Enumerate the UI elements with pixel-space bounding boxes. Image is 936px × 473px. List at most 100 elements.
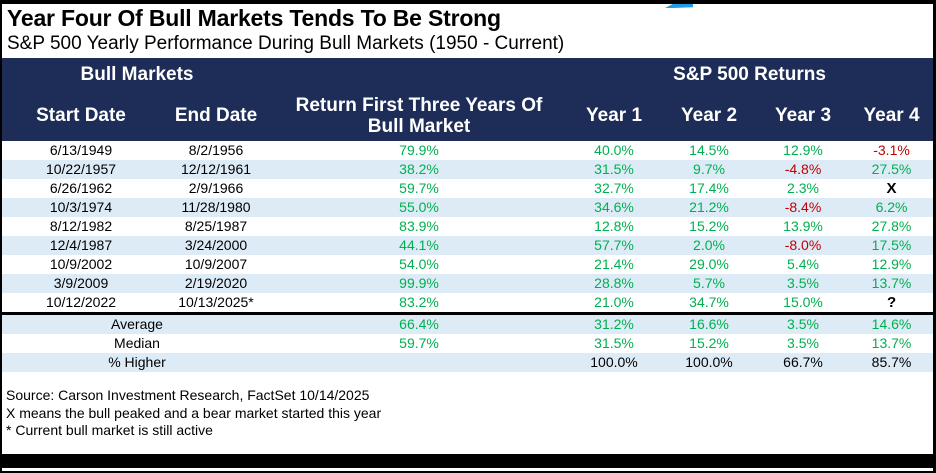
table-row: 10/3/1974 11/28/1980 55.0% 34.6% 21.2% -8.4% 6… [2, 198, 933, 217]
table-cell: 8/25/1987 [184, 218, 248, 234]
group-header-bull-markets: Bull Markets [2, 58, 273, 91]
table-cell: 15.2% [689, 335, 729, 351]
table-cell: -4.8% [784, 161, 822, 177]
summary-label: Median [114, 335, 160, 351]
group-header-row: Bull Markets S&P 500 Returns [2, 58, 933, 91]
table-cell: 34.7% [689, 294, 729, 310]
table-cell: 8/2/1956 [188, 142, 244, 158]
summary-row: Median 59.7% 31.5% 15.2% 3.5% 13.7% [2, 334, 933, 353]
table-cell: 27.8% [871, 218, 912, 234]
col-header-year-2: Year 2 [662, 91, 757, 141]
table-row: 6/26/1962 2/9/1966 59.7% 32.7% 17.4% 2.3% X [2, 179, 933, 198]
table-cell: 38.2% [399, 161, 439, 177]
col-header-start-date: Start Date [2, 91, 160, 141]
table-cell: 6.2% [875, 199, 908, 215]
table-cell: 100.0% [590, 354, 638, 370]
table-row: 6/13/1949 8/2/1956 79.9% 40.0% 14.5% 12.9% -3.… [2, 141, 933, 160]
table-cell: 66.4% [272, 312, 567, 334]
table-row: 10/12/2022 10/13/2025* 83.2% 21.0% 34.7% 15.0… [2, 293, 933, 314]
table-row: 8/12/1982 8/25/1987 83.9% 12.8% 15.2% 13.9% 27… [2, 217, 933, 236]
table-cell: 2.0% [693, 237, 725, 253]
table-cell: 2/9/1966 [188, 180, 244, 196]
table-cell: 3/9/2009 [53, 275, 109, 291]
table-row: 10/9/2002 10/9/2007 54.0% 21.4% 29.0% 5.4% 12.… [2, 255, 933, 274]
table-cell: 27.5% [871, 161, 912, 177]
table-cell: 17.5% [871, 237, 912, 253]
table-cell: 40.0% [594, 142, 634, 158]
table-cell: 55.0% [399, 199, 439, 215]
table-cell: 6/13/1949 [49, 142, 113, 158]
logo-triangle-icon [665, 4, 693, 8]
table-cell: 10/22/1957 [45, 161, 117, 177]
table-body: 6/13/1949 8/2/1956 79.9% 40.0% 14.5% 12.9% -3.… [2, 141, 933, 372]
table-cell [272, 353, 566, 372]
table-row: 12/4/1987 3/24/2000 44.1% 57.7% 2.0% -8.0% 17.… [2, 236, 933, 255]
table-cell: 83.9% [399, 218, 439, 234]
column-header-row: Start Date End Date Return First Three Y… [2, 91, 933, 141]
table-cell: 21.0% [594, 294, 634, 310]
footnote-source: Source: Carson Investment Research, Fact… [6, 387, 370, 403]
table-cell: 3.5% [787, 275, 819, 291]
table-cell: 10/3/1974 [49, 199, 113, 215]
col-header-year-3: Year 3 [756, 91, 851, 141]
table-cell: 10/9/2002 [49, 256, 113, 272]
summary-label: Average [2, 312, 273, 334]
table-cell: 57.7% [594, 237, 634, 253]
table-cell: 79.9% [399, 142, 439, 158]
table-cell: 13.7% [871, 275, 912, 291]
bottom-black-bar [2, 454, 933, 468]
table-cell: 12/4/1987 [49, 237, 113, 253]
table-cell: 31.5% [594, 161, 634, 177]
table-cell: 29.0% [689, 256, 729, 272]
footnote-x-legend: X means the bull peaked and a bear marke… [6, 404, 382, 421]
table-cell: 12.9% [783, 142, 823, 158]
table-cell: 12.8% [594, 218, 634, 234]
table-cell: 21.4% [594, 256, 634, 272]
table-cell: 15.0% [783, 294, 823, 310]
table-cell: -8.0% [784, 237, 822, 253]
table-cell: 59.7% [399, 335, 439, 351]
table-cell: 34.6% [594, 199, 634, 215]
table-cell: 3.5% [756, 312, 851, 334]
footnotes: Source: Carson Investment Research, Fact… [6, 387, 933, 440]
summary-row: Average 66.4% 31.2% 16.6% 3.5% 14.6% [2, 312, 933, 334]
table-cell: 11/28/1980 [181, 199, 251, 215]
table-cell: 12.9% [871, 256, 912, 272]
table-cell: 28.8% [594, 275, 634, 291]
table-cell: -8.4% [784, 199, 822, 215]
col-header-year-4: Year 4 [850, 91, 933, 141]
table-cell: 12/12/1961 [180, 161, 252, 177]
table-row: 3/9/2009 2/19/2020 99.9% 28.8% 5.7% 3.5% 13.7% [2, 274, 933, 293]
table-cell: -3.1% [873, 142, 910, 158]
footnote-asterisk-legend: * Current bull market is still active [6, 422, 213, 438]
table-cell: 5.7% [693, 275, 725, 291]
table-cell: 83.2% [399, 294, 439, 310]
bull-markets-table: Bull Markets S&P 500 Returns Start Date … [2, 58, 933, 372]
table-cell: 44.1% [399, 237, 439, 253]
col-header-end-date: End Date [160, 91, 273, 141]
table-cell: X [886, 180, 897, 197]
table-cell: 14.6% [850, 312, 933, 334]
table-cell: 3.5% [787, 335, 819, 351]
table-cell: ? [886, 294, 897, 311]
table-cell: 21.2% [689, 199, 729, 215]
table-cell: 6/26/1962 [49, 180, 113, 196]
group-header-sp500-returns: S&P 500 Returns [566, 58, 933, 91]
table-cell: 31.2% [566, 312, 663, 334]
table-cell: 100.0% [685, 354, 733, 370]
summary-row: % Higher 100.0% 100.0% 66.7% 85.7% [2, 353, 933, 372]
group-header-spacer [272, 58, 567, 91]
table-cell: 9.7% [693, 161, 725, 177]
table-cell: 31.5% [594, 335, 634, 351]
table-cell: 10/9/2007 [184, 256, 248, 272]
table-cell: 8/12/1982 [49, 218, 113, 234]
table-cell: 2/19/2020 [184, 275, 248, 291]
table-cell: 5.4% [787, 256, 819, 272]
page-title: Year Four Of Bull Markets Tends To Be St… [7, 5, 501, 31]
table-cell: 14.5% [689, 142, 729, 158]
table-cell: 15.2% [689, 218, 729, 234]
col-header-year-1: Year 1 [566, 91, 663, 141]
summary-label: % Higher [108, 354, 166, 370]
col-header-return-first-three-years: Return First Three Years Of Bull Market [272, 91, 567, 141]
